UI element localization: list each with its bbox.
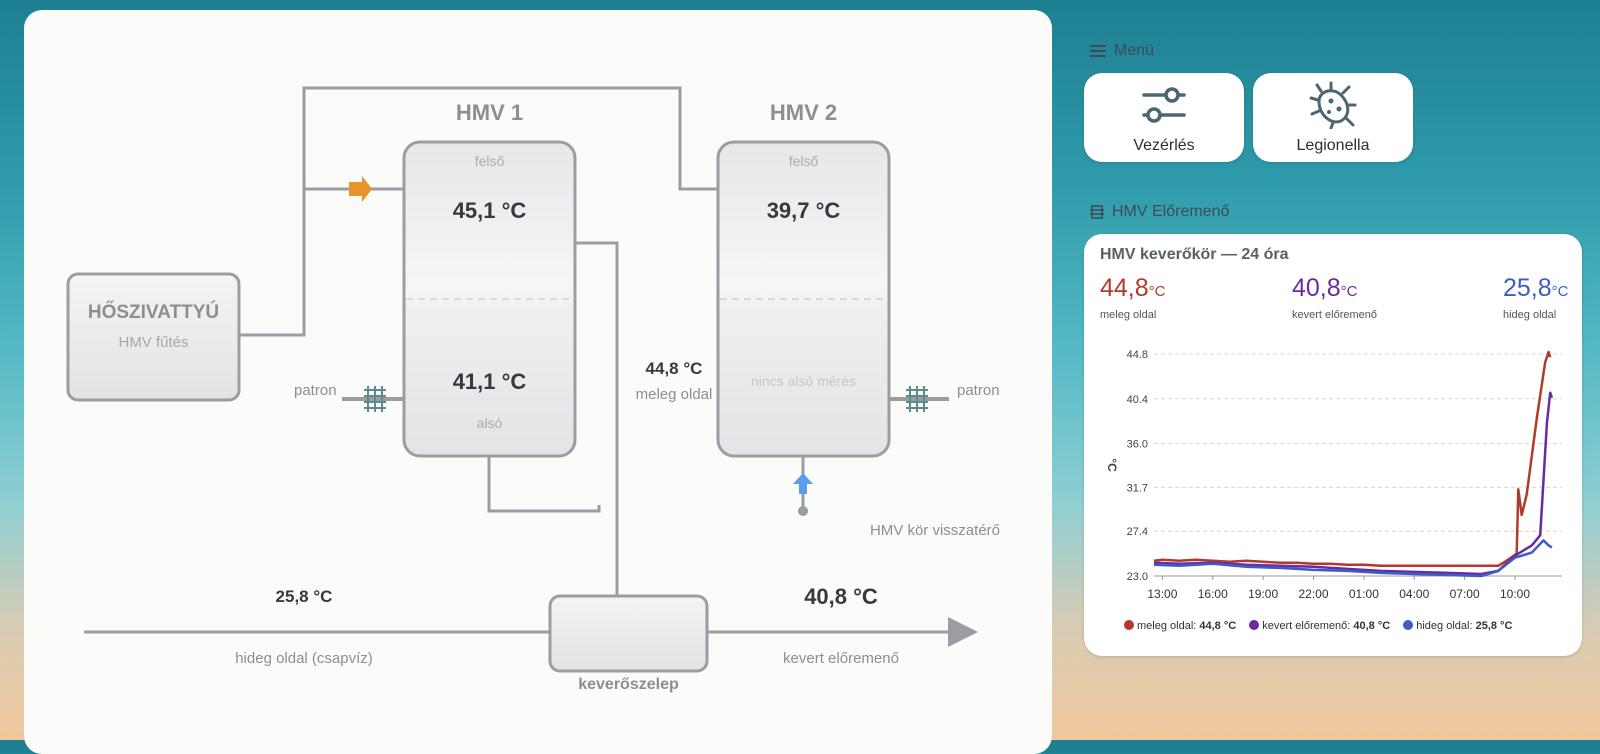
heater-element-icon [364,386,386,412]
section-header: HMV Előremenő [1090,203,1229,221]
tank2-top-label: felső [788,153,819,169]
stat-warm-name: meleg oldal [1100,309,1157,321]
tank2-body [716,140,891,458]
return-label: HMV kör visszatérő [869,522,1000,539]
x-tick-label: 13:00 [1147,587,1177,601]
tank1-title: HMV 1 [455,100,524,125]
chart-legend: meleg oldal: 44,8 °C kevert előremenő: 4… [1124,620,1522,632]
y-tick-label: 36.0 [1127,439,1148,451]
cold-side-label: hideg oldal (csapvíz) [235,650,373,667]
x-tick-label: 19:00 [1248,587,1278,601]
stat-mixed-name: kevert előremenő [1292,309,1377,321]
line-chart: 44.8 40.4 36.0 31.7 27.4 23.0 13:00 16:00 19:00 2… [1105,349,1562,601]
menu-header: Menü [1090,42,1154,60]
tank1-top-temp: 45,1 °C [452,198,527,223]
series-line-hideg-oldal [1153,539,1553,578]
y-tick-label: 23.0 [1127,571,1148,583]
stat-cold: 25,8°C hideg oldal [1503,274,1569,321]
flow-arrow-icon [948,617,978,647]
x-tick-label: 10:00 [1500,587,1530,601]
x-tick-label: 16:00 [1198,587,1228,601]
heat-pump-title: HŐSZIVATTYÚ [87,302,220,323]
cold-side-temp: 25,8 °C [275,587,333,606]
warm-side-label: meleg oldal [635,386,713,403]
stat-warm-value: 44,8 [1100,274,1149,302]
y-axis-label: °C [1105,458,1119,472]
pipes [84,86,954,634]
tank1-body [402,140,577,458]
heat-pump-box [66,272,241,402]
patron-right-label: patron [957,382,1000,399]
heat-exchanger-icon [1090,204,1104,219]
stat-cold-name: hideg oldal [1503,309,1557,321]
sliders-icon [1142,87,1186,123]
tank2-top-temp: 39,7 °C [766,198,841,223]
history-chart-card: HMV keverőkör — 24 óra 44,8°C meleg olda… [1084,234,1582,656]
warm-side-temp: 44,8 °C [645,359,703,378]
return-flow-arrow-icon [793,473,813,494]
x-tick-label: 07:00 [1450,587,1480,601]
menu-title: Menü [1114,42,1155,59]
control-tile-label: Vezérlés [1133,137,1195,154]
tank1-bottom-temp: 41,1 °C [452,369,527,394]
valve-label: keverőszelep [578,676,679,693]
legend-item: hideg oldal: 25,8 °C [1403,620,1512,632]
stat-warm-unit: °C [1148,283,1166,300]
legend-item: meleg oldal: 44,8 °C [1124,620,1236,632]
y-tick-label: 27.4 [1127,526,1148,538]
control-tile-button[interactable]: Vezérlés [1084,73,1244,162]
mixed-label: kevert előremenő [783,650,899,667]
series-line-kevert-előremenő [1153,391,1554,576]
stat-cold-unit: °C [1551,283,1569,300]
x-tick-label: 22:00 [1298,587,1328,601]
stat-mixed-value: 40,8 [1292,274,1341,302]
chart-title: HMV keverőkör — 24 óra [1100,246,1289,263]
tank1-top-label: felső [474,153,505,169]
junction-dot [798,506,808,516]
mixing-valve-box [548,594,709,673]
stat-mixed-unit: °C [1340,283,1358,300]
stat-cold-value: 25,8 [1503,274,1552,302]
legionella-tile-button[interactable]: Legionella [1253,73,1413,162]
heater-element-icon [906,386,928,412]
patron-left-label: patron [294,382,337,399]
legend-item: kevert előremenő: 40,8 °C [1249,620,1390,632]
bacteria-icon [1309,81,1357,129]
tank2-title: HMV 2 [769,100,838,125]
menu-icon [1090,44,1106,57]
x-tick-label: 04:00 [1399,587,1429,601]
legionella-tile-label: Legionella [1296,137,1370,154]
hydraulic-diagram [66,86,978,673]
stat-warm: 44,8°C meleg oldal [1100,274,1166,321]
mixed-temp: 40,8 °C [804,584,878,609]
heating-flow-arrow-icon [349,176,372,202]
diagram-card: HŐSZIVATTYÚ HMV fűtés HMV 1 felső 45,1 °… [24,10,1052,754]
x-tick-label: 01:00 [1349,587,1379,601]
y-tick-label: 44.8 [1127,349,1148,361]
tank2-no-bottom: nincs alsó mérés [750,373,857,389]
stat-mixed: 40,8°C kevert előremenő [1292,274,1377,321]
series-line-meleg-oldal [1153,350,1552,568]
y-tick-label: 40.4 [1127,394,1148,406]
section-title: HMV Előremenő [1112,203,1230,220]
heat-pump-subtitle: HMV fűtés [118,334,189,351]
tank1-bottom-label: alsó [476,415,503,431]
y-tick-label: 31.7 [1127,482,1148,494]
